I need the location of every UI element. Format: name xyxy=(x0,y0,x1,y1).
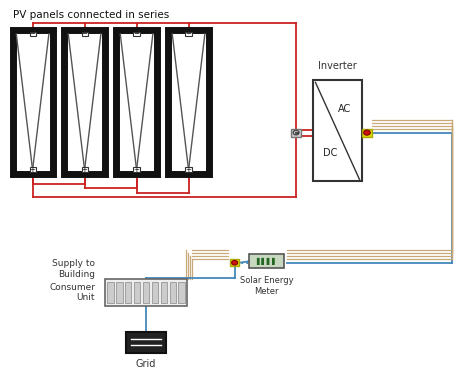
Bar xyxy=(170,282,176,303)
Bar xyxy=(291,129,301,137)
Bar xyxy=(185,167,191,172)
Bar xyxy=(29,167,36,172)
Bar xyxy=(161,282,167,303)
Bar xyxy=(185,32,191,37)
Bar xyxy=(134,32,140,37)
Bar xyxy=(107,282,114,303)
Text: −: − xyxy=(134,31,139,37)
Bar xyxy=(362,129,372,137)
Bar xyxy=(82,32,88,37)
Bar xyxy=(82,167,88,172)
Text: PV panels connected in series: PV panels connected in series xyxy=(12,10,169,20)
Text: +: + xyxy=(186,166,191,173)
Bar xyxy=(125,282,131,303)
Bar xyxy=(12,30,53,174)
Bar xyxy=(168,30,209,174)
Text: +: + xyxy=(134,166,139,173)
Bar xyxy=(134,282,140,303)
Bar xyxy=(126,332,166,353)
Text: Inverter: Inverter xyxy=(318,61,357,71)
Text: +: + xyxy=(30,166,36,173)
Text: ▌▌▌▌: ▌▌▌▌ xyxy=(256,258,277,265)
Text: Consumer
Unit: Consumer Unit xyxy=(49,283,95,302)
Bar xyxy=(116,282,122,303)
Bar xyxy=(249,255,284,268)
Bar xyxy=(29,32,36,37)
Bar xyxy=(178,282,185,303)
Text: Grid: Grid xyxy=(136,359,156,369)
Bar xyxy=(143,282,149,303)
Bar xyxy=(105,279,187,306)
Bar xyxy=(134,167,140,172)
Circle shape xyxy=(232,260,237,265)
Bar xyxy=(117,30,156,174)
Bar xyxy=(313,80,362,181)
Circle shape xyxy=(364,130,370,135)
Text: −: − xyxy=(30,31,36,37)
Text: Solar Energy
Meter: Solar Energy Meter xyxy=(240,276,293,296)
Text: DC: DC xyxy=(323,148,337,158)
Text: +: + xyxy=(82,166,88,173)
Text: −: − xyxy=(82,31,88,37)
Text: AC: AC xyxy=(338,104,352,114)
Bar xyxy=(152,282,158,303)
Text: −: − xyxy=(186,31,191,37)
Text: Supply to
Building: Supply to Building xyxy=(52,259,95,279)
Bar xyxy=(64,30,105,174)
Bar xyxy=(230,259,239,266)
